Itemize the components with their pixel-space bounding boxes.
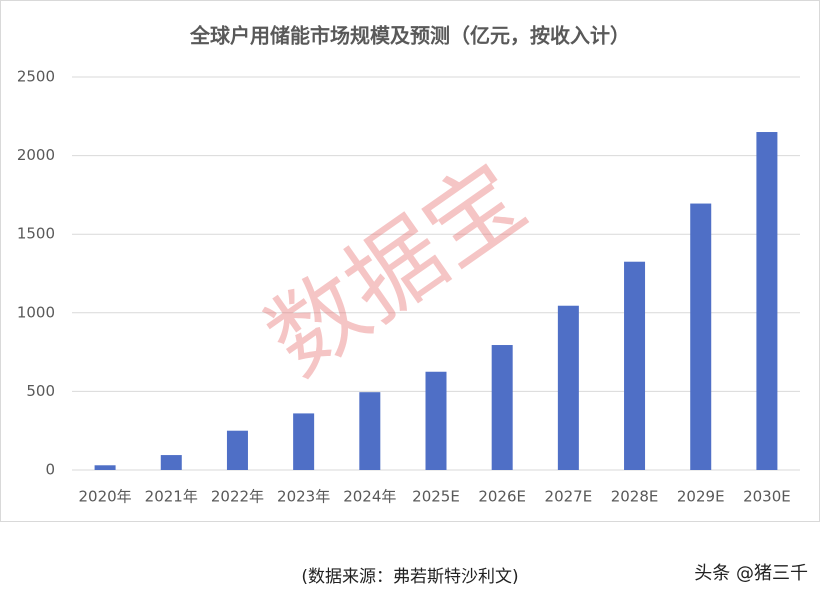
x-tick-label: 2022年 (211, 488, 264, 506)
x-tick-label: 2028E (611, 488, 659, 506)
bar (359, 392, 381, 470)
x-tick-label: 2024年 (343, 488, 396, 506)
bar (756, 132, 778, 470)
x-tick-label: 2023年 (277, 488, 330, 506)
chart-frame (0, 0, 820, 522)
bar (491, 345, 513, 470)
source-note: (数据来源：弗若斯特沙利文) (301, 567, 518, 587)
x-tick-label: 2020年 (78, 488, 131, 506)
bar (160, 455, 182, 470)
bar (293, 413, 315, 470)
x-tick-label: 2025E (412, 488, 460, 506)
credit: 头条 @猪三千 (694, 563, 808, 584)
bar (425, 371, 447, 470)
y-tick-label: 500 (26, 382, 55, 400)
bar (226, 430, 248, 470)
bar (94, 465, 116, 470)
x-tick-label: 2030E (743, 488, 791, 506)
bar (690, 203, 712, 470)
x-tick-label: 2029E (677, 488, 725, 506)
x-tick-label: 2026E (478, 488, 526, 506)
bar (624, 261, 646, 470)
y-tick-label: 0 (45, 461, 55, 479)
y-tick-label: 2500 (17, 68, 55, 86)
y-tick-label: 2000 (17, 146, 55, 164)
plot-area: 0 500 1000 1500 2000 2500 2020年 2021年 2022年 2023年… (17, 68, 800, 506)
y-tick-label: 1000 (17, 303, 55, 321)
chart-title: 全球户用储能市场规模及预测（亿元，按收入计） (189, 24, 630, 48)
x-tick-label: 2021年 (145, 488, 198, 506)
y-tick-label: 1500 (17, 225, 55, 243)
bar (557, 305, 579, 470)
x-tick-label: 2027E (545, 488, 593, 506)
